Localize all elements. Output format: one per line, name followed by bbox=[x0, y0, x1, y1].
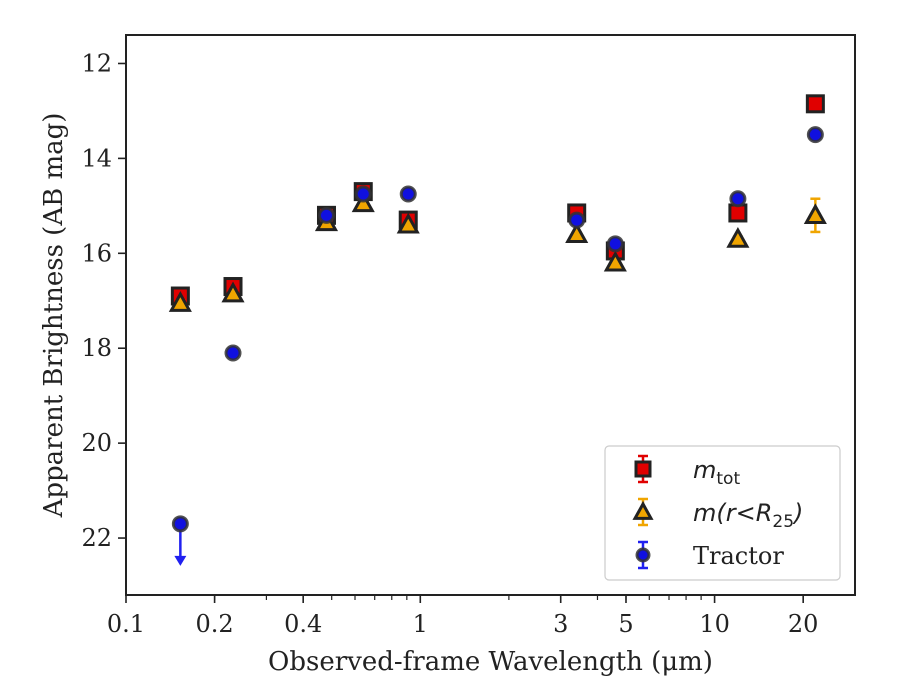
point-0-7 bbox=[728, 203, 748, 223]
x-axis-label: Observed-frame Wavelength (μm) bbox=[268, 647, 713, 677]
point-2-5 bbox=[568, 211, 586, 229]
x-tick-label-1: 0.2 bbox=[196, 610, 234, 638]
upper-limit-arrow-head-0 bbox=[174, 555, 187, 566]
x-tick-label-3: 1 bbox=[413, 610, 428, 638]
point-1-5 bbox=[565, 222, 589, 244]
point-1-8 bbox=[803, 203, 827, 225]
y-tick-label-2: 16 bbox=[81, 239, 112, 267]
x-tick-label-0: 0.1 bbox=[107, 610, 145, 638]
legend-label-1: m(r<R25) bbox=[693, 499, 803, 532]
y-tick-label-5: 22 bbox=[81, 524, 112, 552]
x-tick-label-2: 0.4 bbox=[284, 610, 322, 638]
legend-marker-0 bbox=[634, 460, 652, 478]
legend-label-0: mtot bbox=[693, 456, 740, 489]
point-2-7 bbox=[729, 190, 747, 208]
x-tick-label-5: 5 bbox=[618, 610, 633, 638]
point-2-4 bbox=[399, 185, 417, 203]
series-0 bbox=[170, 94, 825, 306]
point-2-1 bbox=[224, 344, 242, 362]
point-1-6 bbox=[603, 250, 627, 272]
x-tick-label-4: 3 bbox=[553, 610, 568, 638]
legend-box bbox=[604, 445, 841, 581]
y-tick-label-3: 18 bbox=[81, 334, 112, 362]
point-2-3 bbox=[354, 185, 372, 203]
y-axis-label: Apparent Brightness (AB mag) bbox=[39, 113, 69, 519]
y-tick-label-0: 12 bbox=[81, 49, 112, 77]
point-2-8 bbox=[806, 126, 824, 144]
legend-marker-2 bbox=[635, 547, 651, 563]
series-1 bbox=[168, 191, 827, 312]
point-1-4 bbox=[396, 212, 420, 234]
y-tick-label-4: 20 bbox=[81, 429, 112, 457]
legend: mtot m(r<R25) Tractor bbox=[604, 445, 841, 581]
data-marks bbox=[168, 94, 827, 566]
axis-ticks: 0.1 0.2 0.4 1 3 5 10 20 12 14 16 18 20 22 bbox=[81, 49, 818, 638]
plot-frame bbox=[125, 34, 856, 596]
point-1-1 bbox=[221, 281, 245, 303]
point-0-8 bbox=[805, 94, 825, 114]
legend-marker-1 bbox=[632, 500, 654, 520]
point-2-2 bbox=[317, 206, 335, 224]
point-1-0 bbox=[168, 291, 192, 312]
point-1-3 bbox=[351, 191, 375, 213]
point-2-0 bbox=[171, 515, 189, 533]
point-2-6 bbox=[606, 235, 624, 253]
x-tick-label-6: 10 bbox=[699, 610, 730, 638]
point-1-7 bbox=[726, 226, 750, 248]
series-2 bbox=[171, 126, 824, 566]
x-tick-label-7: 20 bbox=[788, 610, 819, 638]
y-tick-label-1: 14 bbox=[81, 144, 112, 172]
legend-label-2: Tractor bbox=[693, 542, 784, 570]
